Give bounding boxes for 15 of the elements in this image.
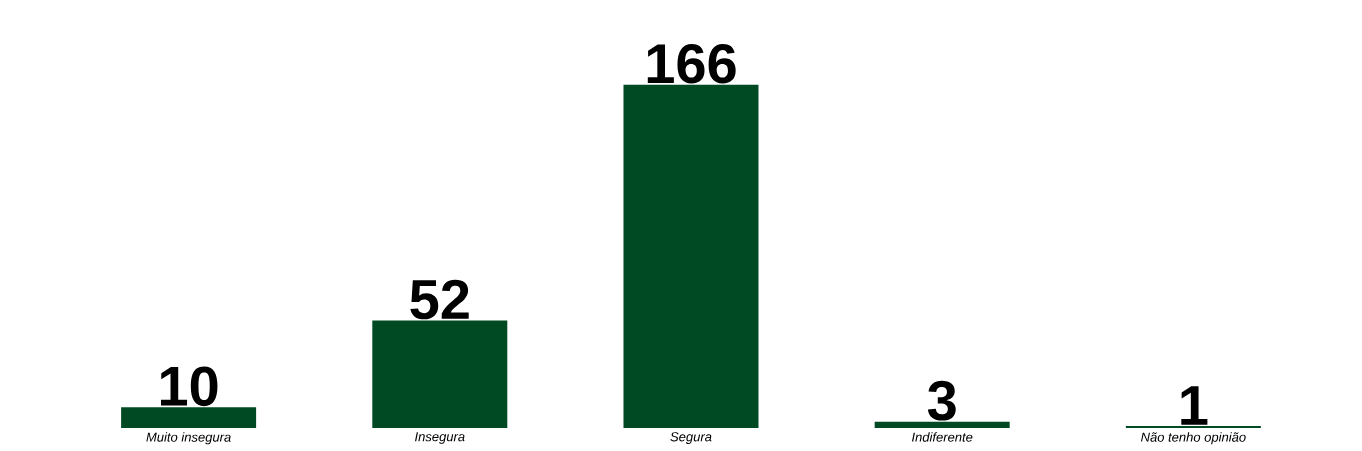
bar (623, 84, 759, 428)
x-tick-label: Indiferente (911, 432, 973, 442)
data-label: 52 (410, 279, 469, 320)
bar (874, 421, 1010, 428)
x-tick-label: Não tenho opinião (1141, 432, 1246, 445)
x-tick-label: Segura (670, 432, 712, 444)
x-tick-label: Muito insegura (146, 432, 231, 445)
bar (1125, 425, 1261, 428)
bar (121, 407, 257, 428)
bar (372, 320, 508, 428)
data-label: 10 (160, 366, 218, 407)
data-label: 3 (927, 380, 956, 421)
data-label: 166 (647, 43, 736, 84)
data-label: 1 (1181, 386, 1208, 425)
x-tick-label: Insegura (415, 432, 465, 444)
